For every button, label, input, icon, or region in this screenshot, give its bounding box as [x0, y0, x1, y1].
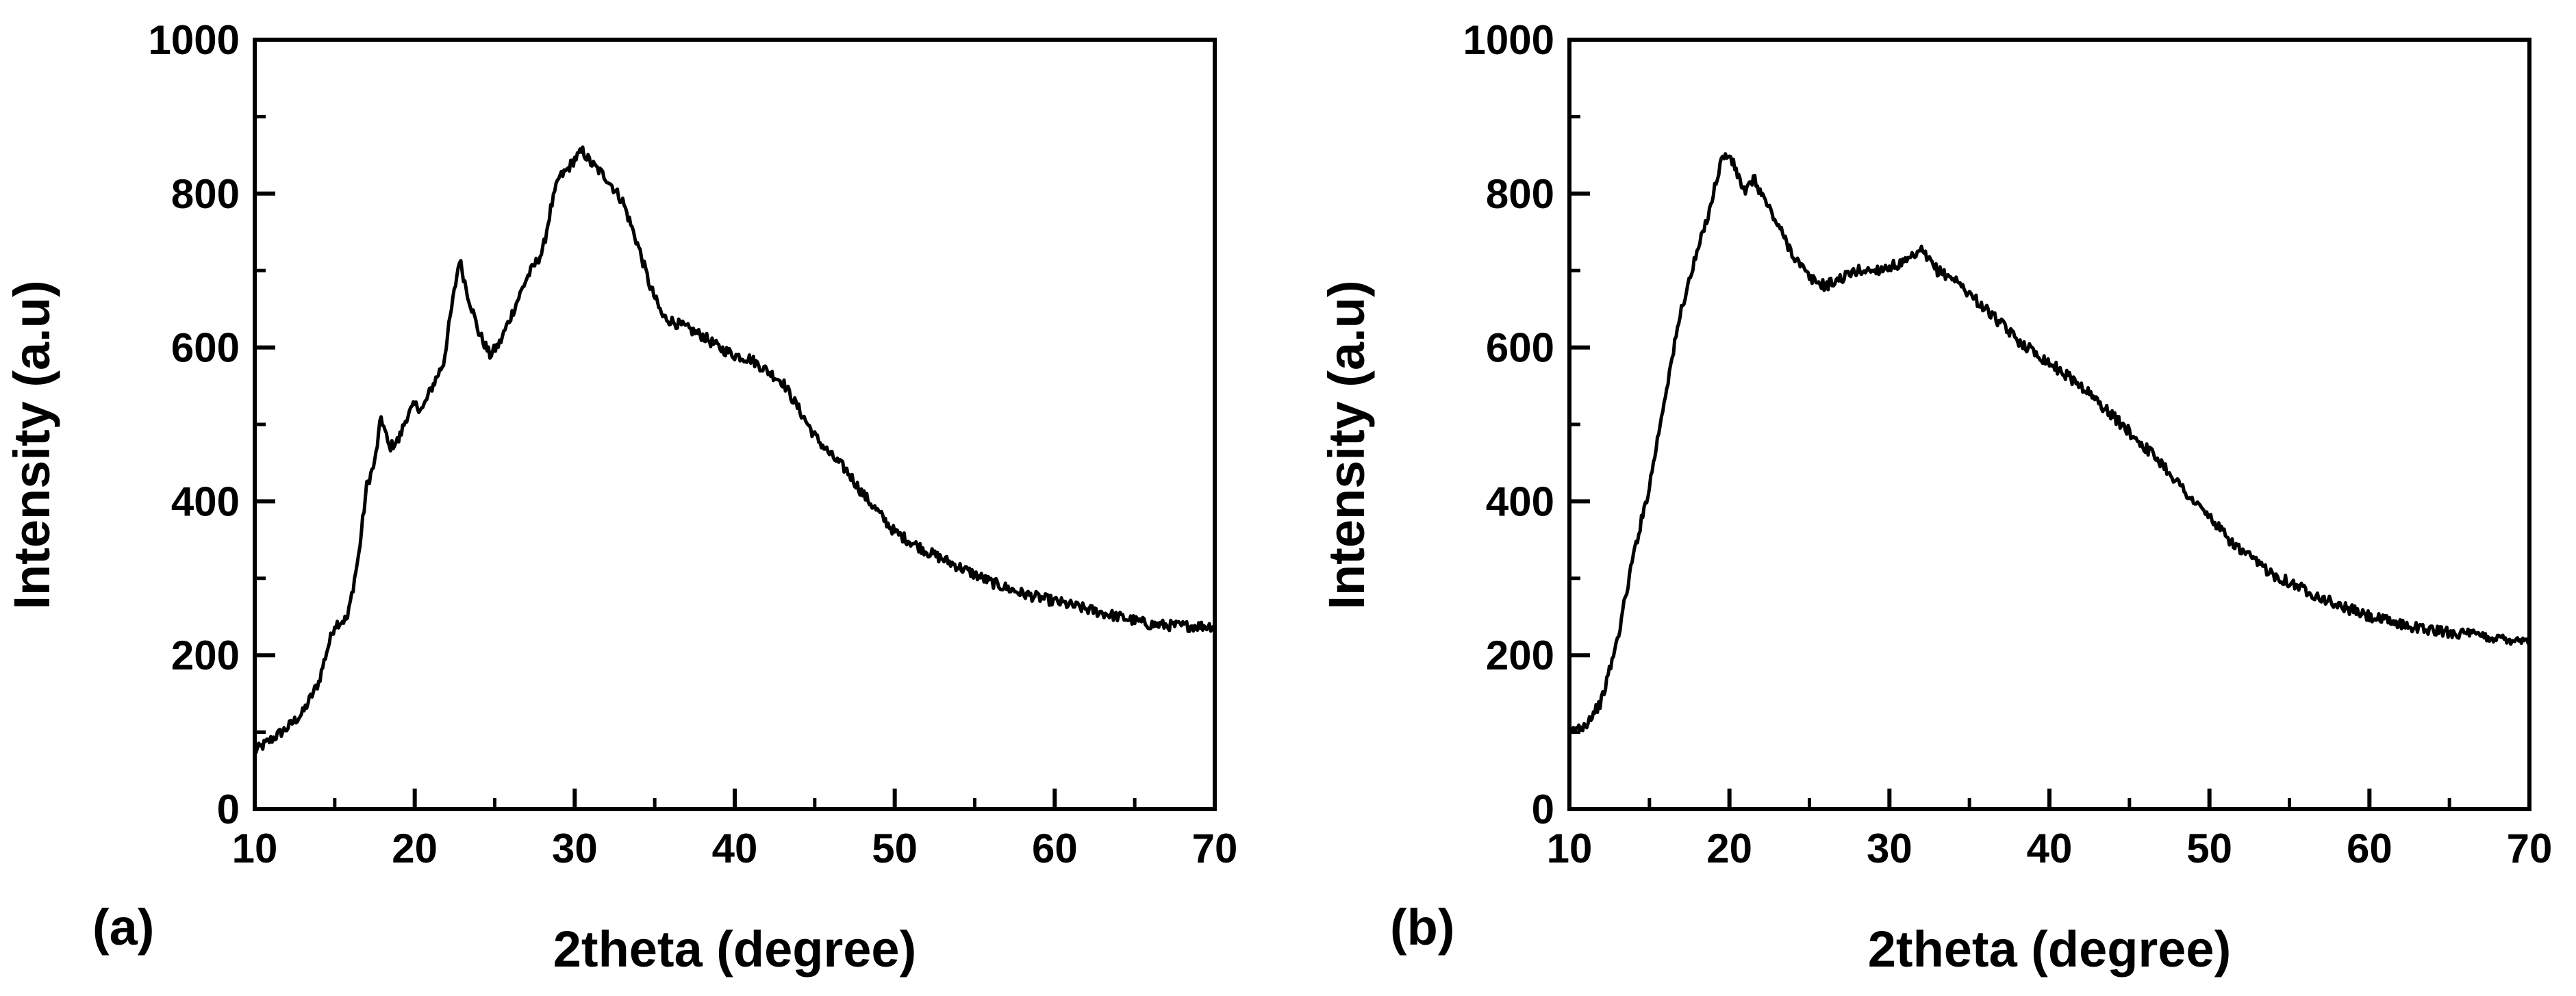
y-axis-title: Intensity (a.u): [1318, 280, 1375, 609]
y-tick-label: 600: [171, 325, 240, 371]
x-tick-label: 30: [552, 826, 598, 871]
x-tick-label: 60: [2347, 826, 2392, 871]
x-axis-title: 2theta (degree): [553, 921, 916, 978]
x-tick-label: 60: [1032, 826, 1078, 871]
x-axis-title: 2theta (degree): [1868, 921, 2231, 978]
x-tick-label: 40: [2027, 826, 2073, 871]
xrd-pattern-line: [1568, 152, 2531, 733]
x-tick-label: 30: [1867, 826, 1912, 871]
panel-label: (a): [92, 899, 154, 956]
y-tick-label: 1000: [1463, 17, 1554, 63]
y-axis-title: Intensity (a.u): [3, 280, 60, 609]
y-tick-label: 600: [1486, 325, 1554, 371]
x-tick-label: 70: [2507, 826, 2553, 871]
x-tick-label: 50: [872, 826, 918, 871]
xrd-pattern-line: [253, 145, 1215, 754]
plot-frame: [253, 38, 1217, 811]
x-tick-label: 10: [1547, 826, 1593, 871]
chart-panel-a: 10 20 30 40 50 60 70 0 200 400 600 800 1000 2theta (d…: [3, 17, 1237, 978]
x-tick-label: 10: [232, 826, 278, 871]
x-tick-label: 40: [712, 826, 758, 871]
panel-label: (b): [1390, 899, 1455, 956]
y-tick-label: 0: [1532, 787, 1554, 832]
y-tick-label: 1000: [149, 17, 240, 63]
y-tick-label: 200: [171, 633, 240, 678]
x-tick-label: 70: [1192, 826, 1238, 871]
y-tick-label: 800: [171, 171, 240, 217]
y-tick-label: 400: [171, 478, 240, 524]
y-tick-label: 800: [1486, 171, 1554, 217]
x-tick-label: 50: [2186, 826, 2232, 871]
plot-frame: [1567, 38, 2531, 811]
x-tick-label: 20: [1706, 826, 1752, 871]
y-tick-label: 400: [1486, 478, 1554, 524]
x-tick-label: 20: [392, 826, 438, 871]
y-tick-label: 0: [217, 787, 240, 832]
y-tick-label: 200: [1486, 633, 1554, 678]
chart-panel-b: 10 20 30 40 50 60 70 0 200 400 600 800 1000 2theta (d…: [1318, 17, 2552, 978]
